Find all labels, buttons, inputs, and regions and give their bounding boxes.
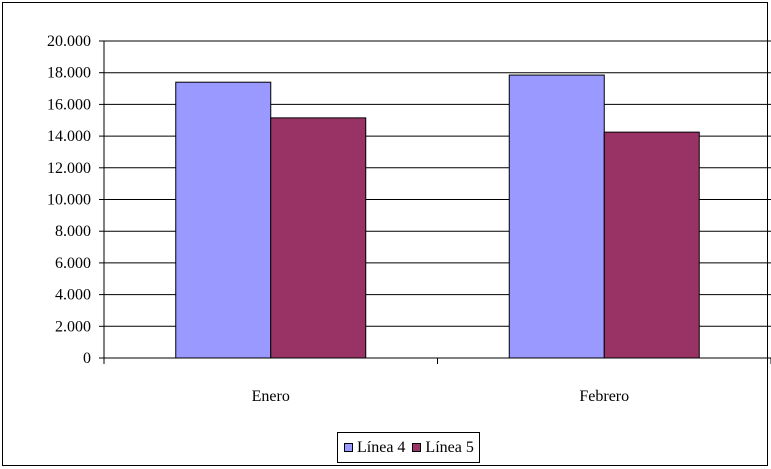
bar-enero-series-2 <box>270 117 367 359</box>
legend-label-linea-4: Línea 4 <box>357 438 406 456</box>
bars <box>175 74 700 359</box>
y-tick-label: 10.000 <box>47 192 91 209</box>
x-tick-label: Enero <box>252 388 290 405</box>
y-tick-label: 8.000 <box>55 223 91 240</box>
legend-swatch-linea-4 <box>344 443 353 452</box>
y-tick-label: 14.000 <box>47 128 91 145</box>
tick-labels: 0 2.000 4.000 6.000 8.000 10.000 12.000 14.000 1… <box>47 33 629 405</box>
y-tick-label: 2.000 <box>55 318 91 335</box>
legend-item-linea-4: Línea 4 <box>344 439 405 457</box>
y-tick-label: 4.000 <box>55 287 91 304</box>
y-tick-label: 6.000 <box>55 255 91 272</box>
bar-febrero-series-2 <box>603 131 700 359</box>
bar-enero-series-1 <box>175 81 272 359</box>
legend-swatch-linea-5 <box>412 443 422 452</box>
axes <box>99 40 771 364</box>
y-tick-label: 12.000 <box>47 160 91 177</box>
x-tick-label: Febrero <box>579 388 629 405</box>
y-tick-label: 0 <box>83 350 91 367</box>
legend: Línea 4 Línea 5 <box>337 432 480 463</box>
y-tick-label: 18.000 <box>47 65 91 82</box>
legend-label-linea-5: Línea 5 <box>425 438 474 456</box>
y-tick-label: 16.000 <box>47 96 91 113</box>
y-tick-label: 20.000 <box>47 33 91 50</box>
bar-febrero-series-1 <box>508 74 605 359</box>
legend-item-linea-5: Línea 5 <box>412 438 474 457</box>
